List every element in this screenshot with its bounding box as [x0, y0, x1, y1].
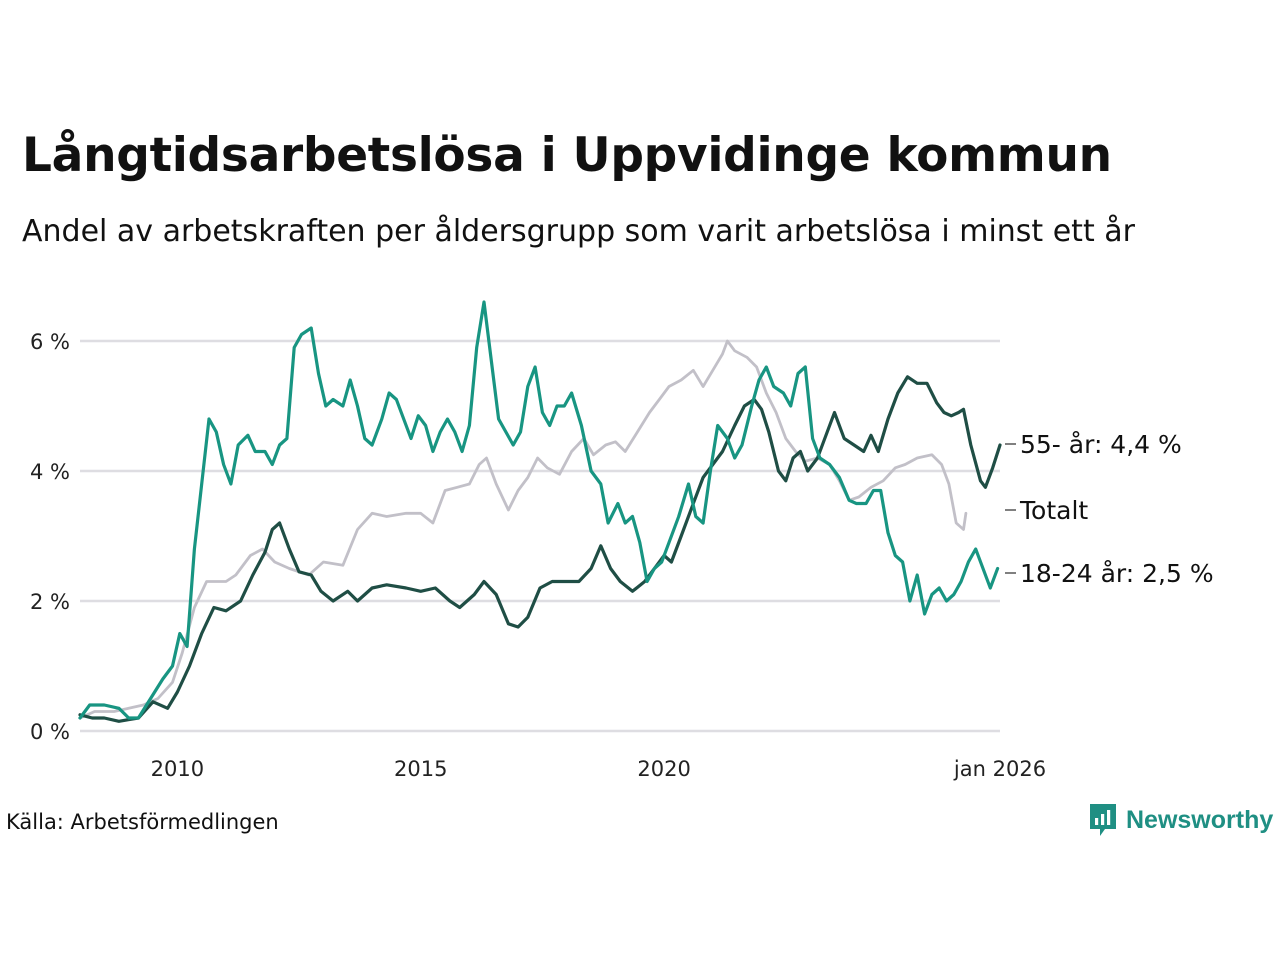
source-note: Källa: Arbetsförmedlingen	[6, 810, 279, 834]
x-tick-label: jan 2026	[953, 757, 1046, 781]
series-line-18-24-ar	[78, 300, 1000, 720]
end-label-18-24-ar: 18-24 år: 2,5 %	[1020, 559, 1214, 588]
end-label-55-ar: 55- år: 4,4 %	[1020, 430, 1182, 459]
chart-subtitle: Andel av arbetskraften per åldersgrupp s…	[22, 214, 1135, 249]
x-tick-label: 2020	[637, 757, 690, 781]
x-tick-label: 2010	[151, 757, 204, 781]
axis-labels: 0 % 2 % 4 % 6 % 2010 2015 2020 jan 2026	[30, 330, 1046, 781]
grid-lines	[80, 339, 1000, 733]
y-tick-label: 2 %	[30, 590, 70, 614]
brand-name: Newsworthy	[1126, 805, 1274, 834]
y-tick-label: 0 %	[30, 720, 70, 744]
series-line-totalt	[78, 339, 968, 720]
chart-title: Långtidsarbetslösa i Uppvidinge kommun	[22, 128, 1112, 183]
end-labels: Totalt 55- år: 4,4 % 18-24 år: 2,5 %	[1005, 430, 1214, 588]
series-lines	[78, 300, 1002, 723]
series-line-55-ar	[78, 375, 1002, 723]
y-tick-label: 6 %	[30, 330, 70, 354]
x-tick-label: 2015	[394, 757, 447, 781]
end-label-totalt: Totalt	[1019, 496, 1088, 525]
newsworthy-logo-icon	[1090, 804, 1116, 836]
brand-logo: Newsworthy	[1088, 802, 1273, 838]
y-tick-label: 4 %	[30, 460, 70, 484]
